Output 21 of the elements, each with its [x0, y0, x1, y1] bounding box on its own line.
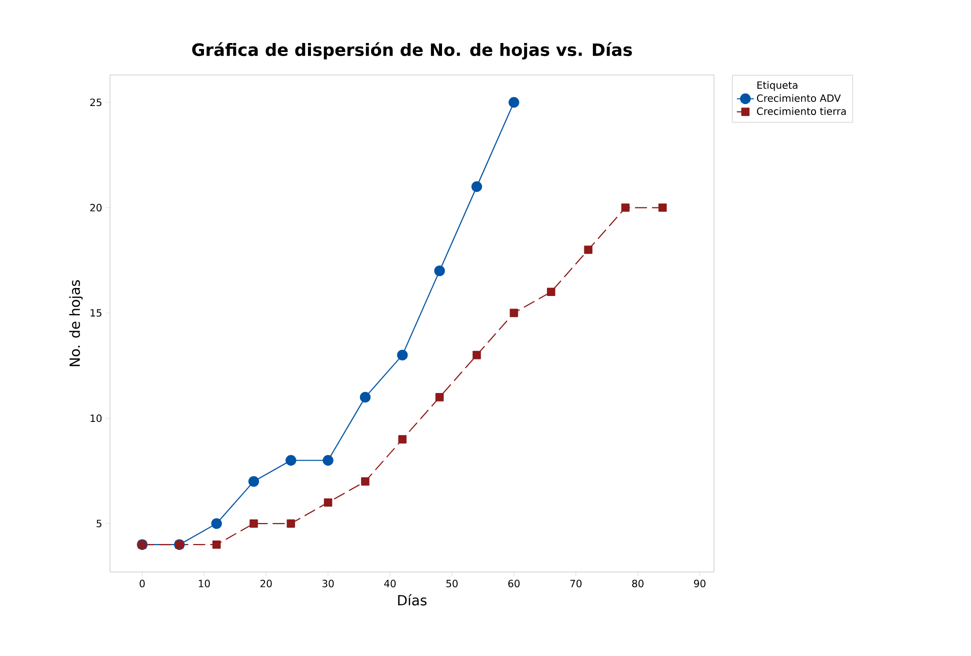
x-tick-label: 80: [632, 580, 644, 588]
y-tick-label: 15: [90, 309, 102, 317]
x-tick-label: 60: [508, 580, 520, 588]
legend-title: Etiqueta: [757, 81, 798, 91]
x-tick-label: 90: [694, 580, 706, 588]
x-tick-label: 50: [446, 580, 458, 588]
chart-title: Gráfica de dispersión de No. de hojas vs. Días: [192, 42, 632, 60]
x-tick-label: 0: [140, 580, 145, 588]
legend-label: Crecimiento ADV: [756, 94, 841, 102]
legend-label: Crecimiento tierra: [756, 107, 846, 115]
x-tick-label: 10: [198, 580, 210, 588]
x-tick-label: 70: [570, 580, 582, 588]
x-axis-title: Días: [398, 594, 427, 606]
y-tick-label: 25: [90, 98, 102, 106]
x-tick-label: 40: [384, 580, 396, 588]
y-tick-label: 5: [96, 520, 102, 528]
x-tick-label: 20: [260, 580, 272, 588]
y-tick-label: 10: [90, 414, 102, 422]
y-tick-label: 20: [90, 204, 102, 212]
y-axis-title: No. de hojas: [69, 280, 83, 366]
x-tick-label: 30: [322, 580, 334, 588]
